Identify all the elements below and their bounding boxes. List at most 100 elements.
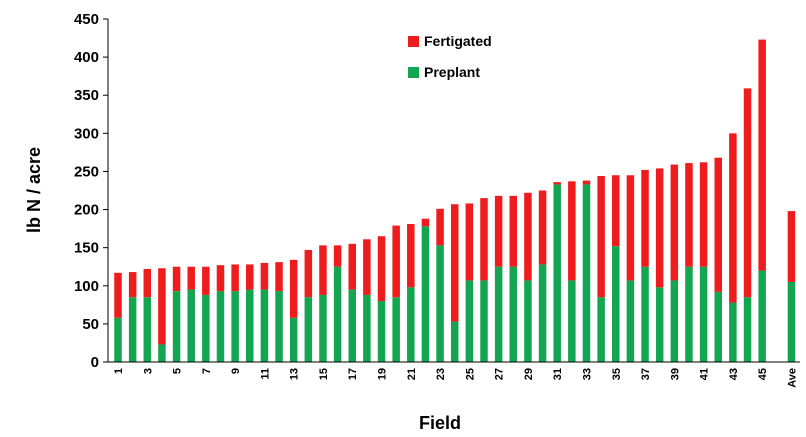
bar-segment — [655, 168, 664, 288]
x-tick-label: 21 — [406, 368, 418, 380]
y-tick-label: 200 — [74, 202, 99, 219]
bar-segment — [319, 245, 327, 295]
bar-segment — [421, 218, 430, 227]
bar-segment — [392, 225, 400, 298]
x-tick-label: 19 — [377, 368, 389, 380]
x-tick-label: 17 — [347, 368, 359, 380]
bar-segment — [187, 289, 195, 362]
x-tick-label: 11 — [259, 368, 271, 380]
bar-segment — [597, 297, 605, 362]
y-tick-label: 100 — [74, 278, 99, 295]
bar-segment — [319, 294, 327, 362]
bar-segment — [143, 297, 152, 362]
bar-segment — [216, 291, 225, 362]
bar-segment — [553, 184, 561, 362]
y-tick-label: 50 — [82, 316, 99, 333]
bar-segment — [348, 289, 356, 362]
x-tick-label: 45 — [757, 368, 769, 380]
x-tick-label: 3 — [142, 368, 154, 374]
bar-segment — [699, 162, 708, 267]
bar-segment — [524, 192, 532, 281]
bar-segment — [641, 169, 649, 267]
bar-segment — [494, 266, 503, 362]
bar-segment — [260, 262, 269, 290]
bar-segment — [114, 272, 122, 318]
bar-segment — [758, 39, 766, 271]
bar-segment — [377, 236, 386, 302]
bar-segment — [333, 245, 342, 267]
bar-segment — [641, 266, 649, 362]
bar-segment — [436, 245, 444, 362]
bar-segment — [480, 280, 488, 362]
bar-segment — [612, 246, 620, 362]
bar-segment — [246, 289, 254, 362]
bar-segment — [202, 294, 210, 362]
bar-segment — [421, 226, 430, 362]
bar-segment — [450, 321, 459, 362]
x-tick-label: 1 — [113, 368, 125, 374]
bar-segment — [172, 266, 181, 292]
bar-segment — [509, 266, 518, 362]
bar-segment — [216, 265, 225, 292]
legend-swatch — [408, 67, 419, 78]
bar-segment — [568, 181, 576, 281]
bar-segment — [333, 266, 342, 362]
bar-segment — [597, 176, 605, 298]
x-tick-label: 9 — [230, 368, 242, 374]
y-tick-label: 350 — [74, 87, 99, 104]
bar-segment — [494, 195, 503, 267]
x-tick-label: 13 — [289, 368, 301, 380]
bar-segment — [231, 291, 239, 362]
x-tick-label: 43 — [728, 368, 740, 380]
bar-segment — [670, 164, 679, 281]
bar-segment — [538, 264, 547, 362]
bar-segment — [158, 268, 166, 345]
bar-segment — [128, 297, 137, 362]
bar-segment — [524, 280, 532, 362]
bar-segment — [246, 264, 254, 290]
bar-segment — [655, 287, 664, 362]
x-tick-label: 35 — [611, 368, 623, 380]
bar-segment — [436, 208, 444, 246]
bar-segment — [626, 175, 635, 281]
bar-segment — [685, 266, 693, 362]
bar-segment — [480, 198, 488, 281]
x-tick-label: Ave — [786, 368, 798, 388]
bar-segment — [743, 88, 752, 298]
bar-segment — [363, 294, 371, 362]
bar-segment — [348, 243, 356, 290]
bar-segment — [509, 195, 518, 267]
bar-segment — [670, 280, 679, 362]
x-tick-label: 33 — [581, 368, 593, 380]
bar-segment — [128, 272, 137, 298]
bar-segment — [538, 190, 547, 265]
bar-segment — [392, 297, 400, 362]
legend-label: Preplant — [424, 64, 480, 80]
bar-segment — [275, 262, 283, 292]
bar-segment — [553, 182, 561, 185]
y-tick-label: 300 — [74, 125, 99, 142]
bar-segment — [582, 180, 591, 185]
bar-segment — [304, 297, 313, 362]
x-tick-label: 15 — [318, 368, 330, 380]
x-tick-label: 5 — [172, 368, 184, 374]
bar-segment — [202, 266, 210, 295]
bar-segment — [158, 344, 166, 362]
bar-segment — [743, 297, 752, 362]
x-tick-label: 41 — [699, 368, 711, 380]
y-axis-label: lb N / acre — [24, 147, 44, 233]
bar-segment — [407, 287, 415, 362]
bar-segment — [714, 291, 722, 362]
bar-segment — [450, 204, 459, 322]
bar-segment — [114, 317, 122, 362]
bar-segment — [787, 211, 796, 282]
bar-segment — [407, 224, 415, 288]
bar-segment — [568, 280, 576, 362]
bar-segment — [699, 266, 708, 362]
bar-segment — [289, 317, 298, 362]
x-tick-label: 25 — [464, 368, 476, 380]
bar-segment — [289, 259, 298, 318]
x-axis-label: Field — [419, 413, 461, 433]
legend-swatch — [408, 36, 419, 47]
x-tick-label: 27 — [494, 368, 506, 380]
